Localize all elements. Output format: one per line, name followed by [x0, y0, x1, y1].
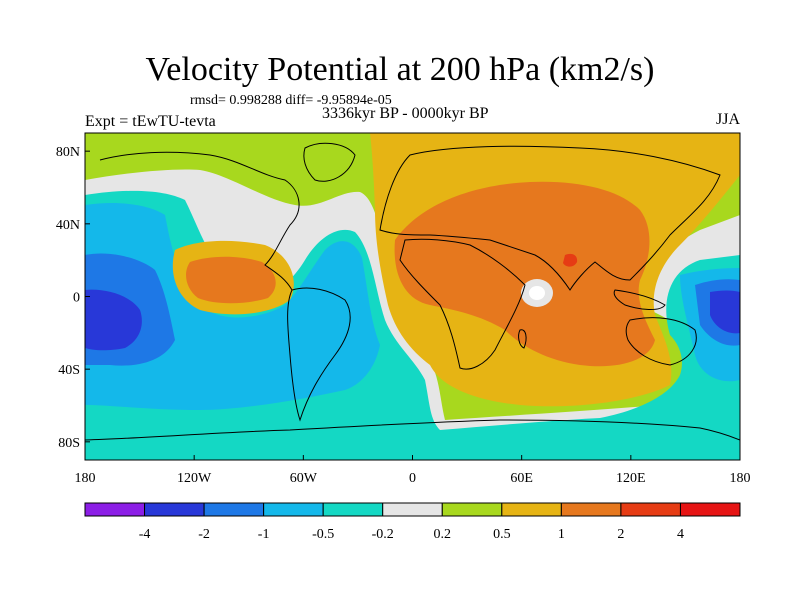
coast-africa [399, 238, 526, 370]
period-label: 3336kyr BP - 0000kyr BP [322, 105, 489, 122]
coast-maritime-continent [613, 289, 666, 310]
lon-tick-label: 0 [409, 471, 416, 486]
coast-eurasia [379, 145, 721, 291]
lon-tick-label: 60W [290, 471, 318, 486]
contour-neutral-core [529, 286, 545, 300]
contour-orange [186, 181, 655, 367]
coast-australia [625, 317, 697, 366]
season-label: JJA [715, 111, 740, 128]
lon-tick-label: 180 [75, 471, 96, 486]
colorbar-label: 1 [558, 527, 565, 542]
colorbar-label: 0.5 [493, 527, 511, 542]
colorbar-swatch [322, 502, 384, 517]
lat-tick-label: 80S [58, 436, 80, 451]
stats-label: rmsd= 0.998288 diff= -9.95894e-05 [190, 93, 392, 108]
experiment-label: Expt = tEwTU-tevta [85, 113, 216, 130]
colorbar-label: 0.2 [434, 527, 452, 542]
colorbar-label: 4 [677, 527, 684, 542]
coast-north-america [99, 151, 300, 291]
colorbar-swatch [560, 502, 622, 517]
coast-antarctica [85, 419, 740, 441]
colorbar-label: -0.5 [312, 527, 334, 542]
contour-medium-blue [85, 253, 740, 366]
colorbar-label: 2 [617, 527, 624, 542]
lon-tick-label: 120W [177, 471, 212, 486]
coast-madagascar [518, 329, 527, 349]
coastlines [85, 142, 740, 441]
colorbar-swatch [501, 502, 562, 517]
colorbar-label: -4 [139, 527, 151, 542]
map-title: Velocity Potential at 200 hPa (km2/s) [145, 51, 655, 88]
longitude-axis: 180 120W 60W 0 60E 120E 180 [75, 455, 751, 486]
lon-tick-label: 180 [730, 471, 751, 486]
colorbar: -4 -2 -1 -0.5 -0.2 0.2 0.5 1 2 4 [84, 502, 741, 542]
contour-blue [85, 203, 740, 410]
colorbar-swatch [203, 502, 265, 517]
coast-greenland [303, 142, 356, 182]
lat-tick-label: 40S [58, 363, 80, 378]
colorbar-swatch [382, 502, 443, 517]
colorbar-label: -0.2 [372, 527, 394, 542]
lon-tick-label: 60E [510, 471, 533, 486]
colorbar-swatch [441, 502, 503, 517]
contour-field [85, 133, 740, 460]
colorbar-swatch [679, 502, 741, 517]
latitude-axis: 80N 40N 0 40S 80S [56, 145, 90, 451]
contour-orange-red [563, 253, 578, 267]
colorbar-label: -1 [258, 527, 270, 542]
colorbar-swatch [144, 502, 205, 517]
coast-south-america [287, 287, 351, 422]
lon-tick-label: 120E [616, 471, 646, 486]
lat-tick-label: 80N [56, 145, 80, 160]
lat-tick-label: 40N [56, 218, 80, 233]
colorbar-swatch [263, 502, 324, 517]
colorbar-swatch [620, 502, 681, 517]
colorbar-swatch [84, 502, 146, 517]
colorbar-label: -2 [198, 527, 210, 542]
lat-tick-label: 0 [73, 291, 80, 306]
